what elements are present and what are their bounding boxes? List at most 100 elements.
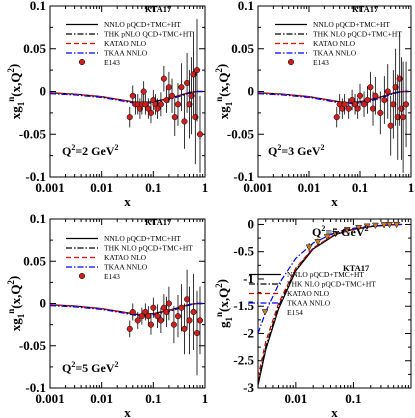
data-point: [332, 230, 340, 238]
q2-label-part: =5 GeV: [325, 225, 364, 239]
data-point: [145, 313, 152, 320]
data-point: [363, 223, 371, 230]
q2-label-part: Q: [62, 144, 71, 158]
y-tick-label: -3: [243, 380, 254, 395]
y-axis-label-part: 1: [16, 101, 26, 106]
y-axis-label-part: ): [214, 279, 229, 283]
y-axis-label-part: ): [214, 64, 229, 68]
legend-label: THK NLO pQCD+TMC+HT: [104, 244, 193, 253]
legend-marker: [78, 58, 86, 66]
y-tick-label: -2.5: [233, 353, 254, 368]
y-tick-label: -0.1: [25, 169, 46, 184]
q2-label-part: Q: [62, 361, 71, 375]
data-point: [150, 304, 157, 311]
data-point: [367, 84, 374, 91]
data-point: [168, 92, 176, 99]
legend-label: E154: [287, 308, 303, 317]
x-tick-label: 0.1: [345, 391, 361, 406]
data-point: [147, 321, 155, 328]
legend-marker: [261, 309, 269, 316]
data-point: [178, 304, 185, 311]
data-point: [129, 308, 136, 316]
y-tick-label: 0.05: [231, 41, 254, 56]
data-point: [184, 79, 191, 86]
panel-bottom-right: 0.01 0.1-3-2.5-2-1.5-1-0.50xg1n(x,Q2)KTA1…: [214, 216, 412, 418]
data-point: [140, 88, 147, 95]
plot-area: [258, 31, 410, 173]
q2-label-part: 2: [71, 360, 75, 369]
q2-label-part: 2: [365, 224, 369, 233]
data-point: [323, 234, 331, 241]
panel-top-right: 0.001 0.01 0.1 1-0.1-0.0500.050.1xxg1n(x,Q2…: [214, 0, 414, 209]
y-axis-label-part: (x,Q: [8, 285, 23, 309]
chart-tag: KTA17: [145, 4, 172, 14]
y-axis-label-part: (x,Q: [216, 73, 231, 97]
x-tick-label: 0.1: [145, 391, 161, 406]
data-point: [386, 221, 393, 229]
data-point: [196, 317, 204, 324]
legend-marker: [78, 272, 86, 280]
x-axis-label: x: [331, 194, 338, 209]
data-point: [138, 313, 145, 320]
data-point: [305, 244, 313, 251]
data-point: [341, 101, 348, 108]
series-line: [258, 90, 409, 104]
data-point: [174, 101, 182, 108]
data-point: [343, 227, 351, 234]
y-axis-label-part: g: [216, 321, 231, 328]
data-point: [154, 313, 161, 320]
data-point: [174, 313, 182, 320]
data-point: [186, 317, 193, 324]
y-axis-label: xg1n(x,Q2): [6, 64, 26, 120]
legend-label: NNLO pQCD+TMC+HT: [104, 234, 181, 243]
legend-label: NNLO pQCD+TMC+HT: [313, 20, 390, 29]
data-point: [178, 84, 185, 91]
legend-label: E143: [313, 58, 329, 67]
data-point: [384, 88, 391, 95]
y-axis-label-part: 2: [6, 280, 16, 285]
y-tick-label: -2: [243, 325, 254, 340]
series-line: [50, 90, 203, 104]
y-axis-label-part: 1: [224, 317, 234, 322]
data-point: [372, 92, 379, 99]
y-axis-label-part: n: [6, 97, 16, 102]
legend-label: TKAA NNLO: [313, 49, 357, 58]
q2-label-part: Q: [312, 225, 321, 239]
data-point: [186, 101, 193, 108]
y-tick-label: 0: [40, 296, 47, 311]
y-axis-label-part: 1: [16, 313, 26, 318]
y-axis-label-part: xg: [216, 106, 231, 120]
x-axis-label: x: [124, 405, 131, 418]
q2-label-part: 2: [277, 143, 281, 152]
legend-label: THK NLO pQCD+TMC+HT: [287, 280, 376, 289]
y-tick-label: 0.1: [30, 0, 46, 13]
data-point: [364, 97, 371, 104]
y-axis-label-part: ): [6, 64, 21, 68]
data-point: [171, 114, 178, 121]
plot-area: [258, 221, 403, 386]
x-tick-label: 0.001: [35, 391, 64, 406]
x-tick-label: 1: [202, 180, 209, 195]
data-point: [381, 97, 388, 104]
data-point: [390, 101, 397, 108]
series-line: [258, 223, 403, 378]
data-point: [392, 84, 399, 91]
y-axis-label: xg1n(x,Q2): [6, 276, 26, 332]
data-point: [134, 317, 141, 324]
data-point: [157, 317, 164, 324]
data-point: [184, 296, 191, 303]
x-tick-label: 1: [202, 391, 209, 406]
legend-label: TKAA NNLO: [104, 49, 148, 58]
legend-label: KATAO NLO: [104, 39, 147, 48]
data-point: [165, 84, 172, 91]
x-tick-label: 0.001: [243, 180, 272, 195]
data-point: [163, 308, 170, 316]
x-tick-label: 0.01: [284, 391, 307, 406]
data-point: [165, 300, 172, 307]
y-tick-label: -1.5: [233, 298, 254, 313]
y-axis-label-part: (x,Q: [216, 288, 231, 312]
y-axis-label-part: n: [6, 309, 16, 314]
data-point: [393, 221, 401, 229]
